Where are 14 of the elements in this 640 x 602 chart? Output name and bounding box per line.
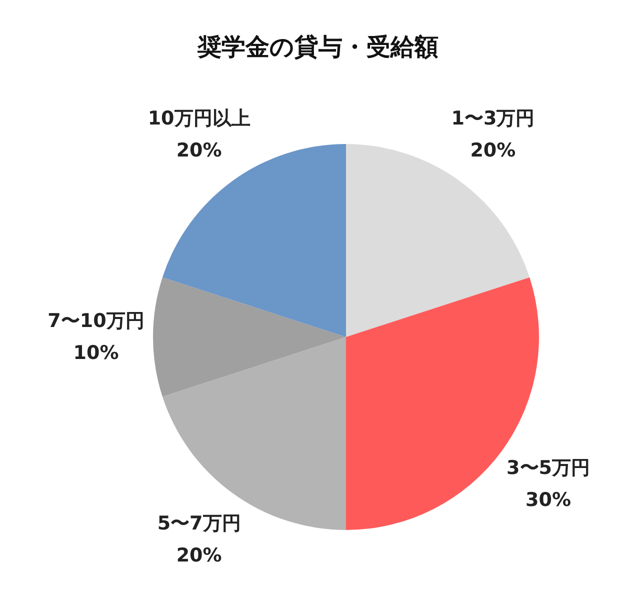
data-label: 20% — [470, 140, 516, 162]
pie-slice — [162, 144, 346, 337]
chart-title: 奨学金の貸与・受給額 — [196, 33, 438, 61]
data-label: 20% — [176, 544, 222, 566]
data-label: 30% — [526, 488, 571, 511]
slice-label: 10万円以上 — [148, 108, 250, 130]
pie-slice — [153, 277, 346, 397]
data-label: 10% — [73, 342, 119, 364]
data-label: 20% — [176, 140, 222, 162]
slice-label: 5〜7万円 — [157, 512, 241, 534]
slice-label: 7〜10万円 — [48, 310, 144, 332]
pie-slice — [346, 144, 530, 337]
slice-label: 1〜3万円 — [451, 108, 535, 130]
slice-label: 3〜5万円 — [506, 456, 590, 479]
